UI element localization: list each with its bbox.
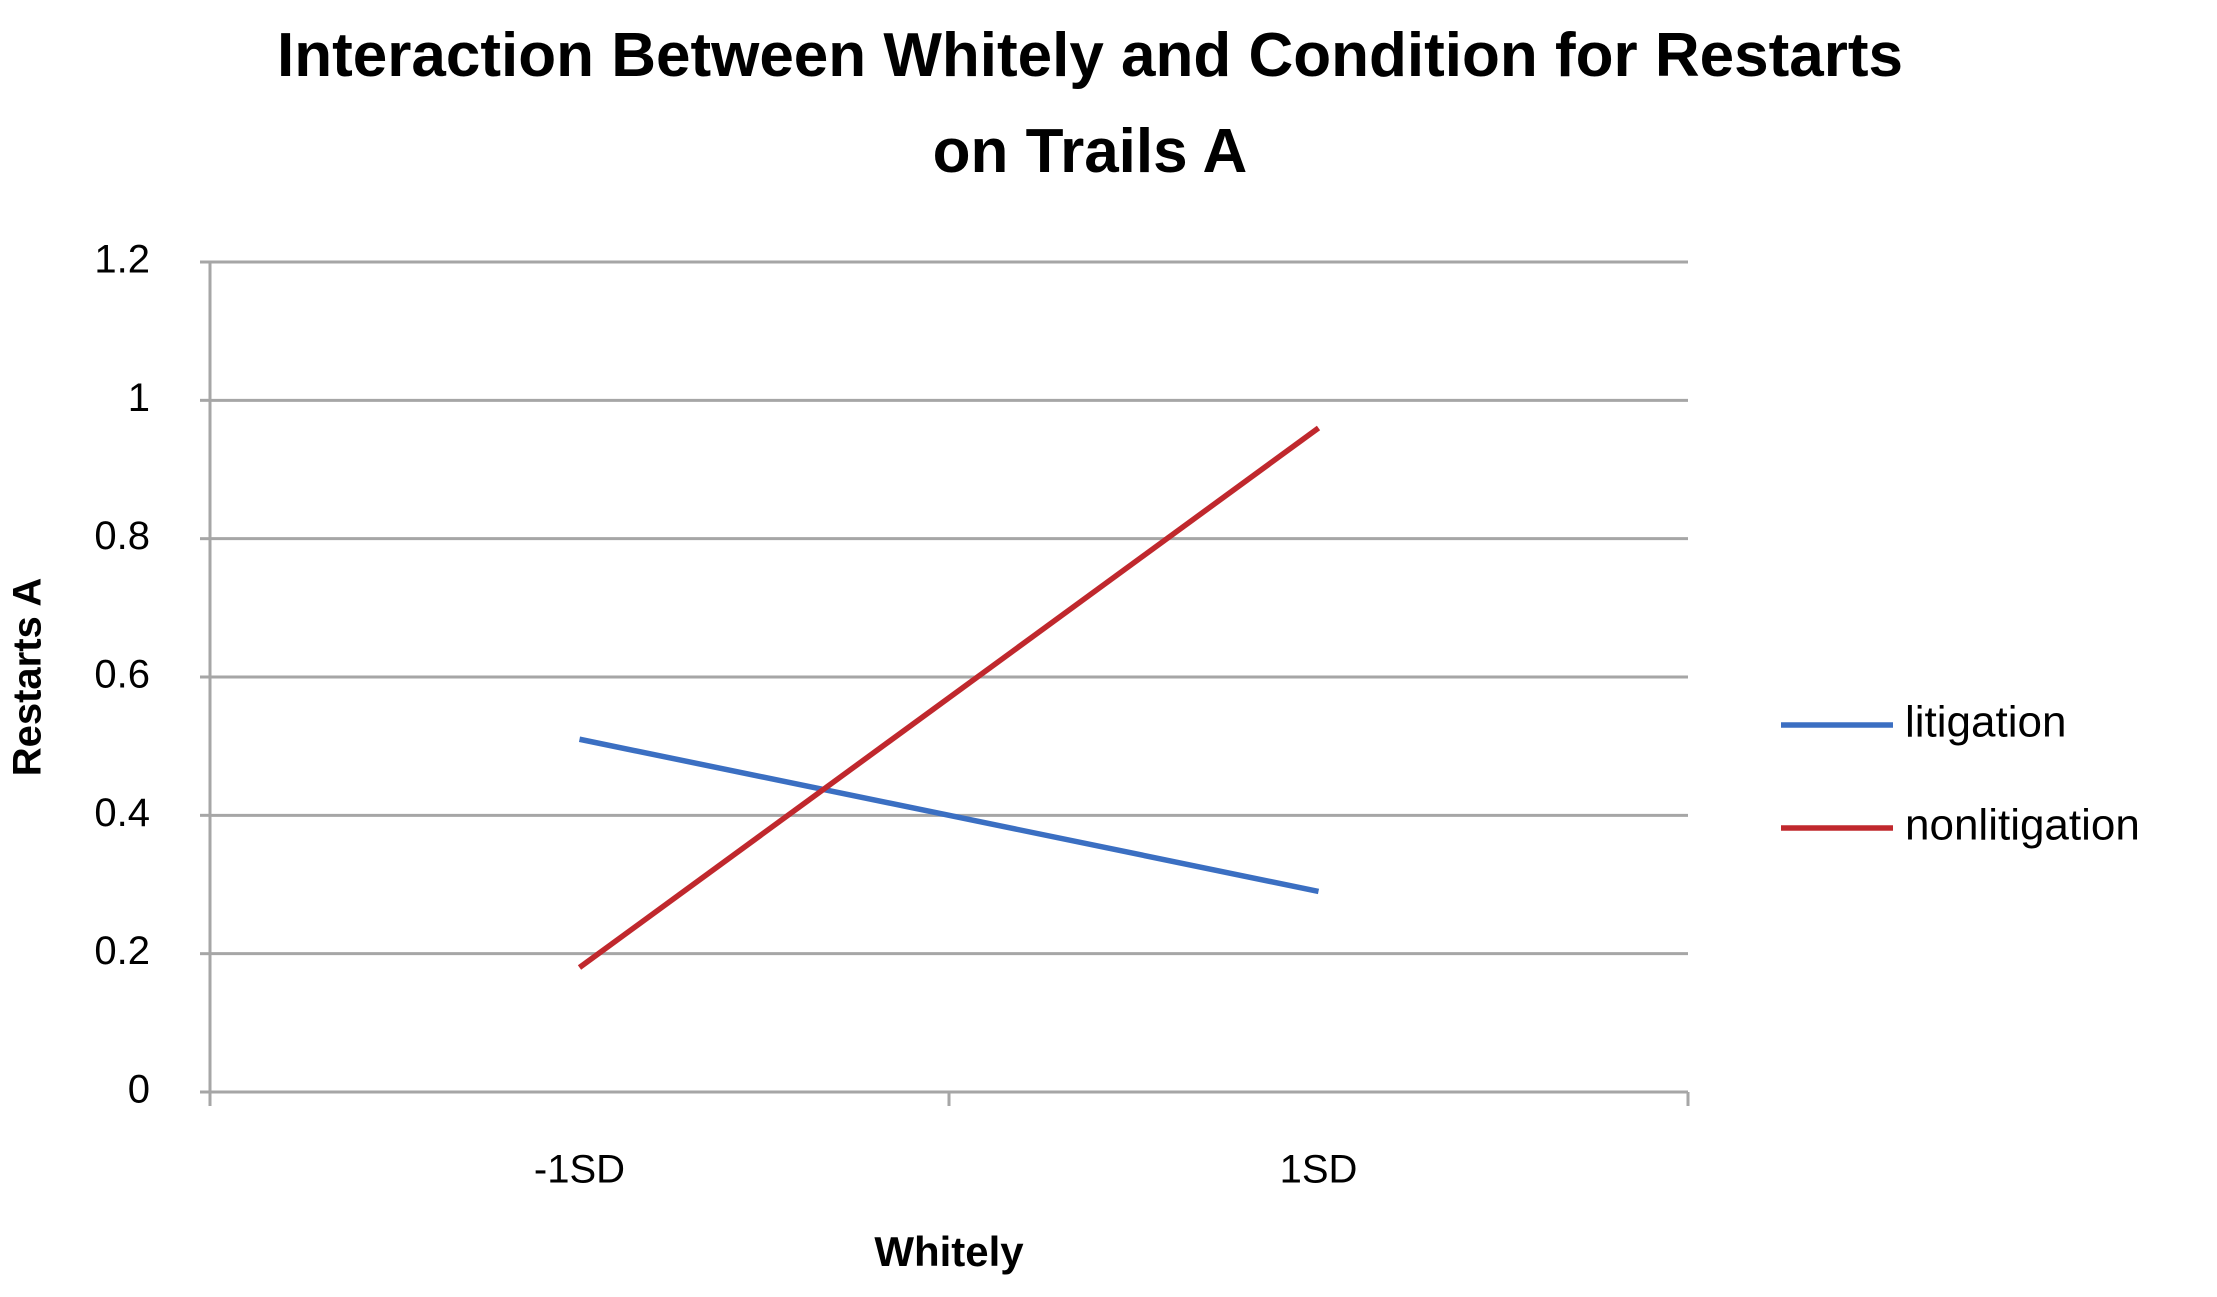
series-line [577,425,1321,970]
chart-title: Interaction Between Whitely and Conditio… [277,21,1903,186]
y-tick-label: 0 [128,1068,150,1112]
y-tick-label: 1 [128,376,150,420]
x-tick-label: 1SD [1280,1148,1358,1192]
series-line [578,736,1320,895]
y-tick-label: 0.8 [94,514,150,558]
y-tick-label: 0.4 [94,791,150,835]
y-tick-label: 0.2 [94,929,150,973]
x-tick-label: -1SD [534,1148,625,1192]
legend-label: nonlitigation [1905,801,2140,850]
legend-label: litigation [1905,698,2066,747]
y-tick-label: 1.2 [94,238,150,282]
y-tick-label: 0.6 [94,653,150,697]
x-axis-label: Whitely [874,1228,1024,1275]
y-axis-label: Restarts A [6,578,50,777]
